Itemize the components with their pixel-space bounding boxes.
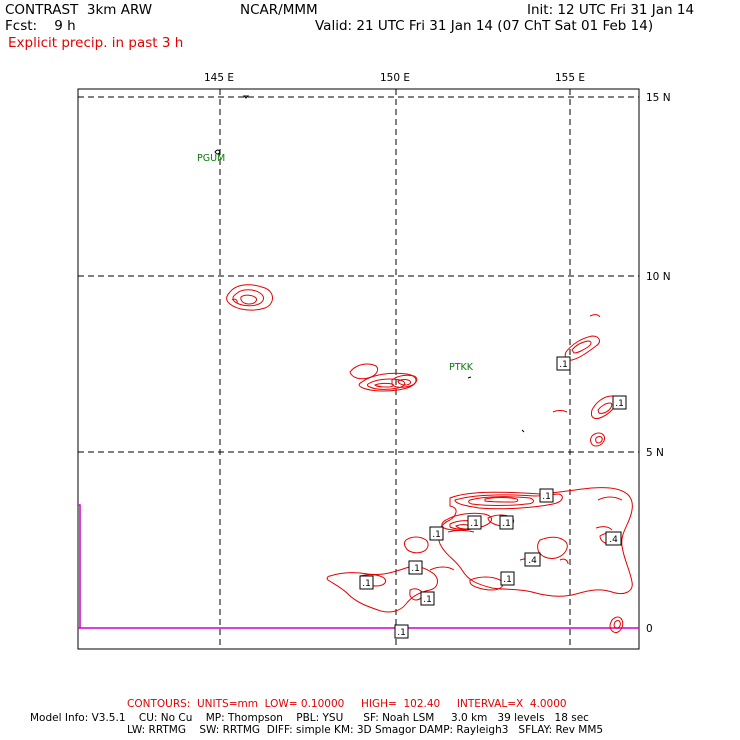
svg-text:.1: .1	[503, 575, 512, 585]
contour-label: .1	[467, 515, 482, 530]
station-pgum: PGUM	[197, 153, 225, 164]
contour-label: .1	[429, 526, 444, 541]
svg-text:.1: .1	[470, 519, 479, 529]
valid-time: Valid: 21 UTC Fri 31 Jan 14 (07 ChT Sat …	[315, 18, 654, 34]
contour-label: .1	[500, 571, 515, 586]
boundary-left	[78, 504, 81, 628]
model-info-line1: Model Info: V3.5.1 CU: No Cu MP: Thompso…	[30, 712, 589, 724]
contour-value-labels: .1 .1 .1 .1 .1 .1 .4 .4 .1 .1 .1 .1 .1	[359, 356, 627, 639]
contour-label: .1	[408, 560, 423, 575]
contours-info: CONTOURS: UNITS=mm LOW= 0.10000 HIGH= 10…	[127, 698, 567, 710]
lat-label-5n: 5 N	[646, 447, 664, 459]
coastlines	[214, 95, 525, 433]
svg-text:.1: .1	[397, 628, 406, 638]
lat-label-0: 0	[646, 623, 653, 635]
lat-label-15n: 15 N	[646, 92, 671, 104]
svg-text:.1: .1	[362, 579, 371, 589]
contour-label: .4	[524, 552, 541, 567]
svg-text:.1: .1	[559, 360, 568, 370]
svg-text:.1: .1	[411, 564, 420, 574]
svg-text:.4: .4	[609, 535, 618, 545]
svg-text:.1: .1	[423, 595, 432, 605]
station-ptkk: PTKK	[449, 362, 474, 373]
svg-text:.1: .1	[502, 519, 511, 529]
svg-text:.1: .1	[542, 492, 551, 502]
model-info-line2: LW: RRTMG SW: RRTMG DIFF: simple KM: 3D …	[127, 724, 604, 736]
contour-label: .1	[539, 488, 554, 503]
svg-text:.4: .4	[528, 556, 537, 566]
map-frame	[77, 88, 640, 650]
institution-label: NCAR/MMM	[240, 2, 318, 18]
contour-label: .1	[420, 591, 435, 606]
graticule	[78, 89, 639, 649]
contour-label: .4	[605, 531, 622, 546]
precip-contours	[226, 284, 633, 633]
svg-text:.1: .1	[432, 530, 441, 540]
contour-label: .1	[394, 624, 409, 639]
lon-label-155: 155 E	[555, 72, 585, 84]
lon-label-150: 150 E	[380, 72, 410, 84]
contour-label: .1	[612, 395, 627, 410]
svg-text:.1: .1	[615, 399, 624, 409]
lon-label-145: 145 E	[204, 72, 234, 84]
domain-boundary	[78, 504, 639, 629]
model-title: CONTRAST 3km ARW	[5, 2, 153, 18]
init-time: Init: 12 UTC Fri 31 Jan 14	[527, 2, 695, 18]
lat-label-10n: 10 N	[646, 271, 671, 283]
field-title: Explicit precip. in past 3 h	[8, 35, 184, 51]
forecast-hour: Fcst: 9 h	[5, 18, 76, 34]
contour-label: .1	[499, 515, 514, 530]
contour-label: .1	[359, 575, 374, 590]
contour-label: .1	[556, 356, 571, 371]
